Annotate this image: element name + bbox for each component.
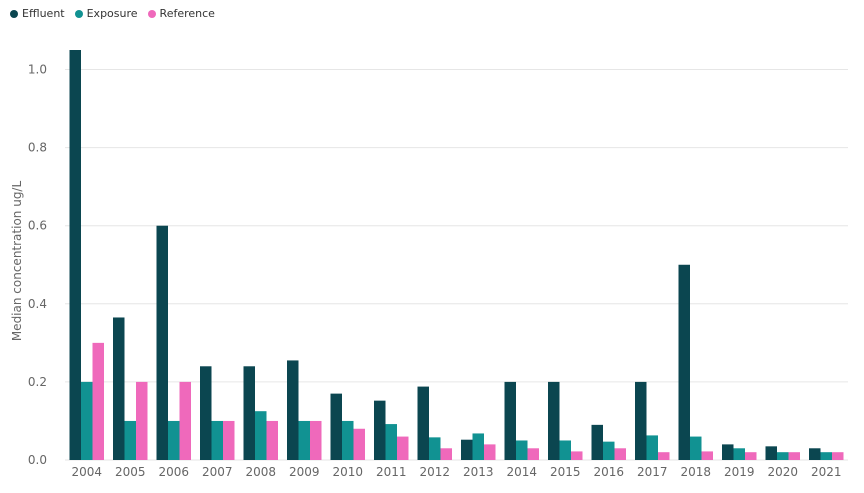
- bar-reference-2011[interactable]: [397, 436, 409, 460]
- bar-effluent-2018[interactable]: [678, 264, 691, 460]
- bar-reference-2005[interactable]: [136, 381, 148, 460]
- bar-effluent-2006[interactable]: [156, 225, 169, 460]
- bar-reference-2017[interactable]: [658, 452, 670, 460]
- bar-exposure-2008[interactable]: [255, 411, 267, 460]
- bar-reference-2015[interactable]: [571, 451, 583, 460]
- x-tick-label: 2021: [811, 465, 842, 479]
- bar-reference-2004[interactable]: [92, 342, 105, 460]
- bar-exposure-2021[interactable]: [820, 452, 833, 460]
- bar-exposure-2007[interactable]: [211, 420, 224, 460]
- bar-exposure-2011[interactable]: [385, 424, 398, 460]
- bar-reference-2016[interactable]: [614, 448, 627, 460]
- bar-exposure-2019[interactable]: [733, 448, 746, 460]
- legend-label-exposure: Exposure: [86, 7, 138, 20]
- bar-reference-2012[interactable]: [440, 448, 453, 460]
- bar-exposure-2004[interactable]: [81, 381, 93, 460]
- y-axis-title: Median concentration ug/L: [10, 181, 24, 342]
- bar-reference-2008[interactable]: [266, 420, 279, 460]
- bar-effluent-2008[interactable]: [243, 366, 256, 460]
- x-tick-label: 2009: [289, 465, 320, 479]
- x-tick-label: 2006: [158, 465, 189, 479]
- bar-exposure-2017[interactable]: [646, 435, 659, 460]
- bar-exposure-2010[interactable]: [342, 420, 354, 460]
- bar-effluent-2005[interactable]: [113, 317, 125, 460]
- x-tick-label: 2010: [332, 465, 363, 479]
- bar-exposure-2018[interactable]: [690, 436, 702, 460]
- bar-exposure-2014[interactable]: [516, 440, 528, 460]
- bars: [69, 50, 844, 460]
- legend-item-effluent[interactable]: Effluent: [10, 7, 65, 20]
- bar-reference-2014[interactable]: [527, 448, 540, 460]
- chart-legend: Effluent Exposure Reference: [10, 7, 215, 20]
- bar-exposure-2020[interactable]: [777, 452, 789, 460]
- bar-exposure-2013[interactable]: [472, 433, 485, 460]
- bar-exposure-2015[interactable]: [559, 440, 572, 460]
- bar-reference-2006[interactable]: [179, 381, 192, 460]
- bar-reference-2019[interactable]: [745, 452, 757, 460]
- bar-effluent-2014[interactable]: [504, 381, 517, 460]
- bar-effluent-2020[interactable]: [765, 446, 778, 460]
- bar-reference-2021[interactable]: [832, 452, 844, 460]
- x-tick-label: 2015: [550, 465, 581, 479]
- x-tick-label: 2018: [680, 465, 711, 479]
- bar-effluent-2021[interactable]: [809, 448, 821, 460]
- x-tick-label: 2012: [419, 465, 450, 479]
- bar-reference-2009[interactable]: [310, 420, 322, 460]
- x-tick-label: 2011: [376, 465, 407, 479]
- bar-reference-2010[interactable]: [353, 428, 366, 460]
- legend-label-effluent: Effluent: [22, 7, 65, 20]
- y-tick-label: 0.4: [28, 297, 47, 311]
- y-tick-label: 1.0: [28, 63, 47, 77]
- x-axis-ticks: 2004 2005 2006 2007 2008 2009 2010 2011 2012 2013…: [71, 465, 841, 479]
- bar-reference-2020[interactable]: [788, 452, 801, 460]
- bar-effluent-2004[interactable]: [69, 50, 82, 460]
- x-tick-label: 2014: [506, 465, 537, 479]
- bar-effluent-2013[interactable]: [461, 439, 473, 460]
- x-tick-label: 2017: [637, 465, 668, 479]
- bar-effluent-2017[interactable]: [635, 381, 647, 460]
- bar-effluent-2012[interactable]: [417, 386, 430, 460]
- bar-exposure-2009[interactable]: [298, 420, 311, 460]
- x-tick-label: 2013: [463, 465, 494, 479]
- bar-effluent-2007[interactable]: [200, 366, 212, 460]
- bar-exposure-2006[interactable]: [168, 420, 180, 460]
- y-tick-label: 0.2: [28, 375, 47, 389]
- bar-effluent-2011[interactable]: [374, 400, 386, 460]
- gridlines: [65, 69, 848, 461]
- y-axis-ticks: 0.0 0.2 0.4 0.6 0.8 1.0: [28, 63, 47, 467]
- x-tick-label: 2019: [724, 465, 755, 479]
- legend-item-reference[interactable]: Reference: [147, 7, 215, 20]
- bar-effluent-2009[interactable]: [287, 360, 299, 460]
- bar-exposure-2016[interactable]: [603, 441, 615, 460]
- legend-label-reference: Reference: [159, 7, 215, 20]
- bar-effluent-2016[interactable]: [591, 424, 604, 460]
- x-tick-label: 2020: [767, 465, 798, 479]
- y-tick-label: 0.6: [28, 219, 47, 233]
- x-tick-label: 2005: [115, 465, 146, 479]
- bar-exposure-2012[interactable]: [429, 437, 441, 460]
- x-tick-label: 2016: [593, 465, 624, 479]
- legend-dot-reference: [147, 9, 156, 18]
- legend-dot-effluent: [10, 9, 18, 18]
- bar-exposure-2005[interactable]: [124, 420, 137, 460]
- bar-reference-2013[interactable]: [484, 444, 496, 460]
- bar-effluent-2015[interactable]: [548, 381, 560, 460]
- y-tick-label: 0.0: [28, 453, 47, 467]
- bar-effluent-2019[interactable]: [722, 444, 734, 460]
- bar-effluent-2010[interactable]: [330, 393, 343, 460]
- bar-reference-2007[interactable]: [223, 420, 235, 460]
- bar-reference-2018[interactable]: [701, 451, 714, 460]
- legend-item-exposure[interactable]: Exposure: [74, 7, 138, 20]
- y-tick-label: 0.8: [28, 141, 47, 155]
- x-tick-label: 2008: [245, 465, 276, 479]
- legend-dot-exposure: [74, 9, 83, 18]
- x-tick-label: 2007: [202, 465, 233, 479]
- x-tick-label: 2004: [71, 465, 102, 479]
